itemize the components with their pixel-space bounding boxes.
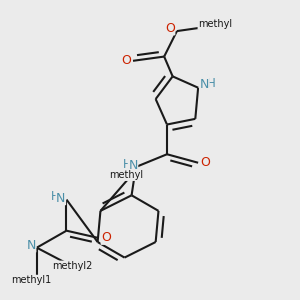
Text: O: O xyxy=(101,231,111,244)
Text: methyl: methyl xyxy=(198,19,232,29)
Text: N: N xyxy=(56,192,65,205)
Text: methyl1: methyl1 xyxy=(11,275,51,285)
Text: N: N xyxy=(26,239,36,252)
Text: methyl: methyl xyxy=(109,170,143,181)
Text: H: H xyxy=(206,77,215,90)
Text: N: N xyxy=(200,78,209,92)
Text: O: O xyxy=(165,22,175,35)
Text: H: H xyxy=(51,190,59,203)
Text: O: O xyxy=(121,54,131,67)
Text: methyl2: methyl2 xyxy=(52,261,92,271)
Text: N: N xyxy=(128,159,138,172)
Text: H: H xyxy=(123,158,132,171)
Text: O: O xyxy=(200,156,210,169)
